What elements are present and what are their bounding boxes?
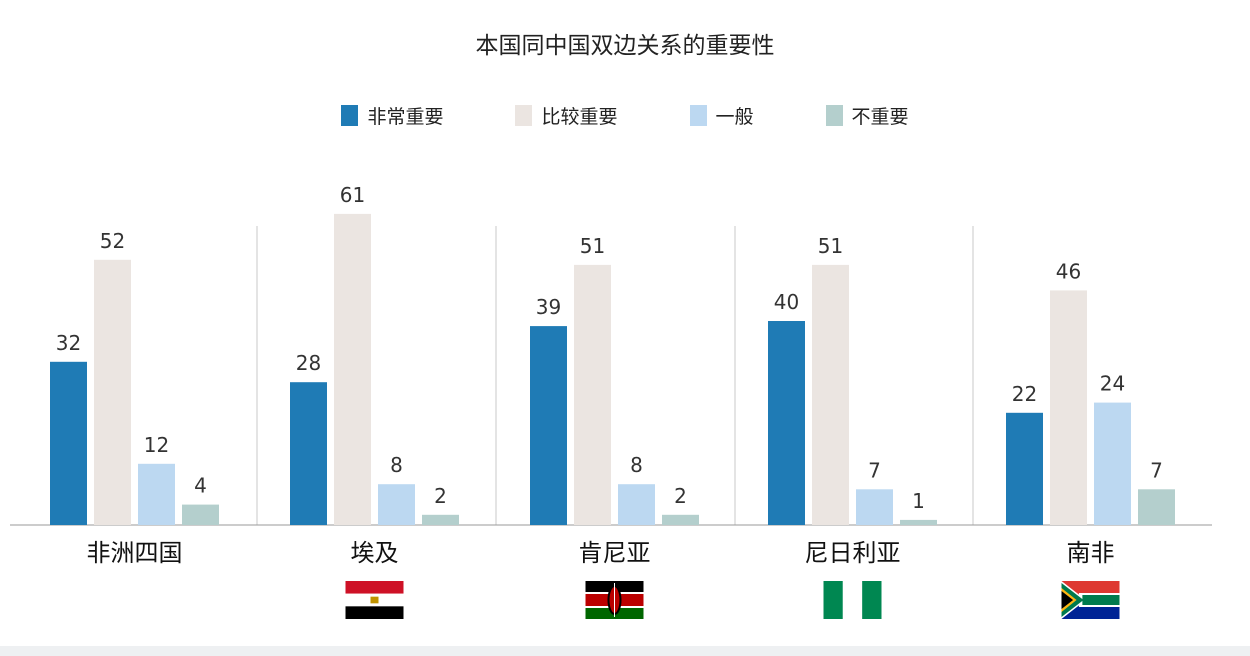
chart-title: 本国同中国双边关系的重要性: [475, 33, 775, 59]
data-label: 51: [580, 234, 605, 258]
data-label: 2: [434, 484, 447, 508]
data-label: 61: [340, 183, 365, 207]
bar-not-important: [182, 504, 219, 525]
category-label: 非洲四国: [87, 539, 183, 567]
category-label: 埃及: [351, 539, 399, 567]
bar-not-important: [1138, 489, 1175, 525]
footer-strip: [0, 646, 1250, 656]
legend-swatch: [341, 105, 359, 126]
data-label: 8: [630, 453, 643, 477]
legend-label: 一般: [715, 106, 754, 128]
data-label: 1: [912, 489, 925, 513]
bar-fairly-important: [94, 259, 131, 525]
data-label: 12: [144, 433, 169, 457]
nigeria-flag: [823, 581, 882, 619]
legend-item-very-important: 非常重要: [341, 102, 443, 129]
bar-very-important: [1006, 412, 1043, 525]
data-label: 2: [674, 484, 687, 508]
bar-average: [856, 489, 893, 525]
egypt-flag: [345, 581, 404, 619]
data-label: 28: [296, 351, 321, 375]
data-label: 7: [868, 458, 881, 482]
bar-fairly-important: [574, 264, 611, 525]
data-label: 4: [194, 474, 207, 498]
legend-item-fairly-important: 比较重要: [515, 102, 618, 129]
data-label: 22: [1012, 382, 1037, 406]
legend: 非常重要 比较重要 一般 不重要: [0, 102, 1250, 129]
data-label: 32: [56, 331, 81, 355]
bar-average: [138, 463, 175, 525]
data-label: 46: [1056, 259, 1081, 283]
category-label: 南非: [1067, 539, 1115, 567]
bar-very-important: [530, 326, 567, 525]
bar-fairly-important: [334, 213, 371, 525]
south-africa-flag: [1061, 581, 1120, 619]
category-label: 肯尼亚: [579, 539, 651, 567]
category-label: 尼日利亚: [805, 539, 901, 567]
bar-not-important: [422, 514, 459, 525]
bar-fairly-important: [1050, 290, 1087, 525]
data-label: 8: [390, 453, 403, 477]
legend-item-average: 一般: [689, 102, 754, 129]
data-label: 7: [1150, 458, 1163, 482]
bar-average: [378, 484, 415, 525]
bar-not-important: [900, 519, 937, 525]
bar-fairly-important: [812, 264, 849, 525]
bar-average: [1094, 402, 1131, 525]
legend-swatch: [515, 105, 533, 126]
legend-item-not-important: 不重要: [825, 102, 909, 129]
bar-average: [618, 484, 655, 525]
legend-label: 非常重要: [367, 106, 444, 128]
data-label: 24: [1100, 372, 1125, 396]
legend-label: 不重要: [851, 106, 909, 128]
bar-very-important: [50, 361, 87, 525]
legend-swatch: [825, 105, 843, 126]
data-label: 39: [536, 295, 561, 319]
bar-very-important: [290, 382, 327, 525]
legend-swatch: [689, 105, 707, 126]
kenya-flag: [585, 581, 644, 619]
legend-label: 比较重要: [541, 106, 618, 128]
data-label: 51: [818, 234, 843, 258]
data-label: 40: [774, 290, 799, 314]
data-label: 52: [100, 229, 125, 253]
bar-not-important: [662, 514, 699, 525]
bar-very-important: [768, 321, 805, 525]
